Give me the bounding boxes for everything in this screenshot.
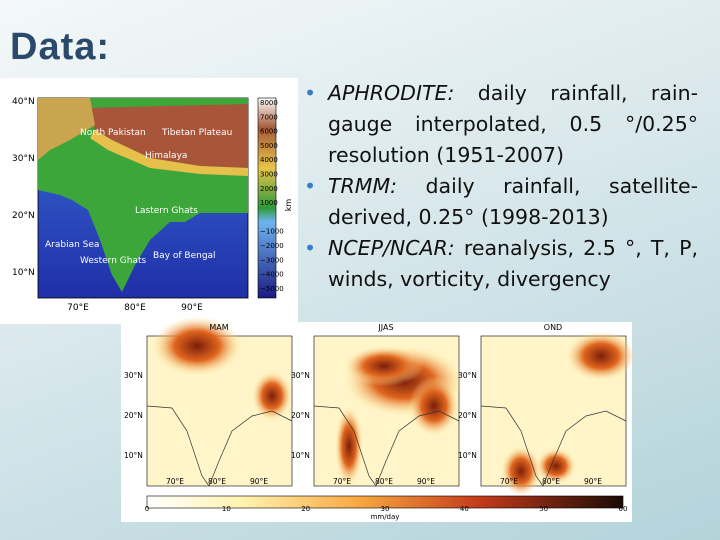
colorbar-label: 7000 <box>260 113 278 121</box>
rain-blob <box>409 376 459 436</box>
bullet-text: daily rainfall, satellite-derived, 0.25°… <box>328 174 698 229</box>
colorbar-unit: km <box>284 199 293 212</box>
lon-label: 70°E <box>333 477 351 486</box>
region-label: Arabian Sea <box>45 240 99 250</box>
lat-label: 30°N <box>458 371 477 380</box>
colorbar-tick: 30 <box>381 505 390 513</box>
rain-map <box>480 331 636 496</box>
lon-label: 90°E <box>250 477 268 486</box>
colorbar-tick: 20 <box>301 505 310 513</box>
region-label: Western Ghats <box>80 256 146 266</box>
panel-title: MAM <box>209 323 228 332</box>
colorbar-label: 2000 <box>260 185 278 193</box>
lon-label: 90°E <box>584 477 602 486</box>
lat-label: 20°N <box>124 411 143 420</box>
colorbar-label: −1000 <box>260 228 284 236</box>
bullet-list: APHRODITE: daily rainfall, rain-gauge in… <box>300 78 698 295</box>
coastline <box>313 405 460 487</box>
bullet: NCEP/NCAR: reanalysis, 2.5 °, T, P, wind… <box>300 233 698 295</box>
region-label: North Pakistan <box>80 128 146 138</box>
lon-label: 80°E <box>375 477 393 486</box>
rain-blob <box>501 446 541 496</box>
lon-label: 80°E <box>124 303 146 313</box>
mountains <box>38 98 95 160</box>
colorbar-label: 6000 <box>260 128 278 136</box>
lat-label: 20°N <box>12 211 35 221</box>
lat-label: 10°N <box>12 268 35 278</box>
colorbar-label: 1000 <box>260 199 278 207</box>
colorbar-tick: 40 <box>460 505 469 513</box>
bullet-text: daily rainfall, rain-gauge interpolated,… <box>328 81 698 167</box>
rain-blob <box>344 346 424 386</box>
himalaya <box>90 130 248 176</box>
panel-title: JJAS <box>377 323 393 332</box>
colorbar-unit: mm/day <box>371 513 400 521</box>
coastline <box>480 405 627 487</box>
lat-label: 10°N <box>458 451 477 460</box>
colorbar-tick: 60 <box>619 505 628 513</box>
lon-label: 70°E <box>500 477 518 486</box>
colorbar-tick: 0 <box>145 505 149 513</box>
colorbar-label: −2000 <box>260 242 284 250</box>
colorbar-label: −4000 <box>260 271 284 279</box>
region-label: Himalaya <box>145 151 187 161</box>
lat-label: 20°N <box>458 411 477 420</box>
coastline <box>146 405 293 487</box>
region-label: Tibetan Plateau <box>161 128 232 138</box>
rain-blob <box>536 448 576 484</box>
lat-label: 40°N <box>12 97 35 107</box>
rain-colorbar <box>146 495 624 509</box>
bullet-term: TRMM: <box>328 174 398 198</box>
colorbar-label: 4000 <box>260 156 278 164</box>
bullet: APHRODITE: daily rainfall, rain-gauge in… <box>300 78 698 171</box>
slide-title: Data: <box>10 26 111 68</box>
bullet-term: NCEP/NCAR: <box>328 236 455 260</box>
rain-map <box>313 335 464 487</box>
bullet-text: reanalysis, 2.5 °, T, P, winds, vorticit… <box>328 236 698 291</box>
lon-label: 70°E <box>67 303 89 313</box>
lon-label: 80°E <box>208 477 226 486</box>
lon-label: 90°E <box>181 303 203 313</box>
colorbar-label: −5000 <box>260 285 284 293</box>
lat-label: 20°N <box>291 411 310 420</box>
rain-blob <box>152 316 242 376</box>
lat-label: 30°N <box>124 371 143 380</box>
bullet: TRMM: daily rainfall, satellite-derived,… <box>300 171 698 233</box>
bullet-term: APHRODITE: <box>328 81 455 105</box>
colorbar-label: −3000 <box>260 256 284 264</box>
colorbar-label: 8000 <box>260 99 278 107</box>
lat-label: 30°N <box>291 371 310 380</box>
lat-label: 10°N <box>291 451 310 460</box>
lon-label: 90°E <box>417 477 435 486</box>
topo-colorbar <box>257 97 277 299</box>
lat-label: 30°N <box>12 154 35 164</box>
colorbar-tick: 10 <box>222 505 231 513</box>
region-label: Lastern Ghats <box>135 206 198 216</box>
panel-title: OND <box>544 323 562 332</box>
lon-label: 70°E <box>166 477 184 486</box>
colorbar-label: 3000 <box>260 171 278 179</box>
colorbar-tick: 50 <box>539 505 548 513</box>
region-label: Bay of Bengal <box>153 251 216 261</box>
rain-map <box>146 316 293 487</box>
rain-blob <box>566 331 636 381</box>
colorbar-label: 5000 <box>260 142 278 150</box>
rain-blob <box>252 371 292 421</box>
tibet <box>88 104 248 168</box>
lat-label: 10°N <box>124 451 143 460</box>
rain-blob <box>335 406 363 486</box>
lon-label: 80°E <box>542 477 560 486</box>
